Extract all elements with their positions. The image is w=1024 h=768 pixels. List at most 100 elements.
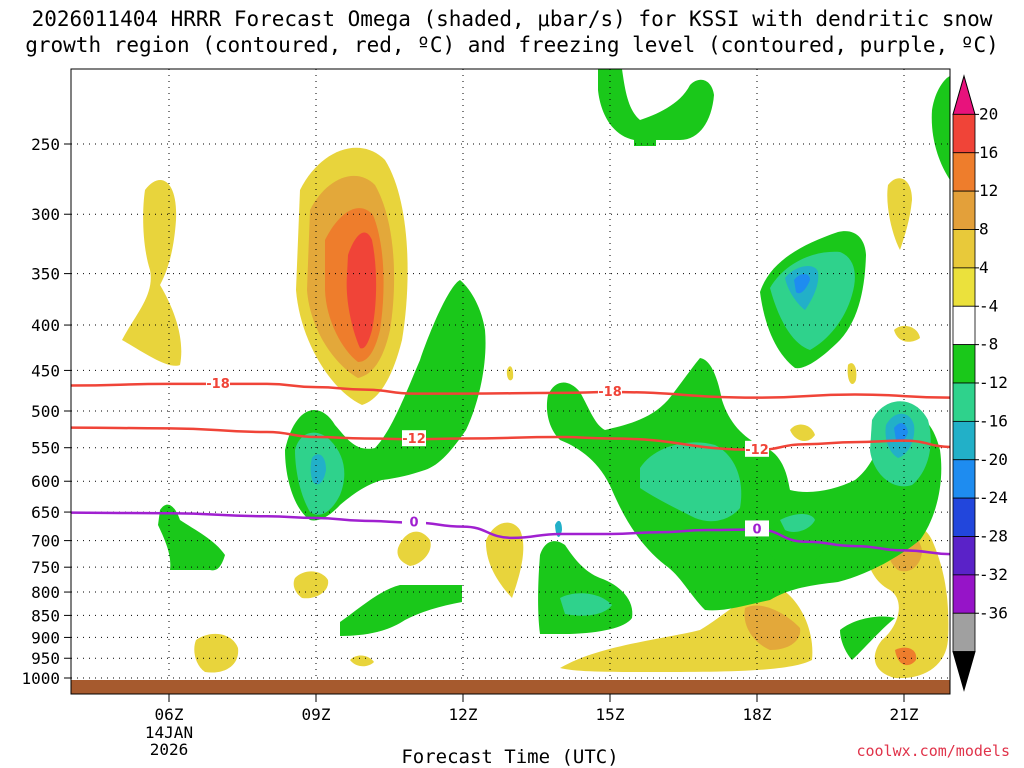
contour-label-dendritic-top: -18: [206, 377, 230, 392]
x-tick-label: 18Z: [743, 705, 772, 724]
y-tick-label: 650: [31, 503, 60, 522]
contour-labels: -18 -18 -12 -12 0 0: [206, 374, 769, 537]
contour-lines: [71, 382, 950, 556]
omega-upward-20z-small: [847, 363, 857, 385]
colorbar-label: 8: [979, 220, 989, 239]
colorbar-swatch: [952, 267, 976, 307]
omega-downward-22z-upper: [931, 76, 950, 180]
chart-title: 2026011404 HRRR Forecast Omega (shaded, …: [0, 6, 1024, 58]
x-tick-label: 06Z: [155, 705, 184, 724]
plot-area: [71, 69, 950, 694]
colorbar: 20 16 12 8 4 -4 -8 -12 -16 -20 -24 -28 -32 -36: [952, 74, 1008, 692]
y-tick-label: 450: [31, 361, 60, 380]
colorbar-label: 16: [979, 143, 998, 162]
colorbar-label: 20: [979, 104, 998, 123]
omega-upward-18z-8: [744, 605, 801, 650]
title-line-2: growth region (contoured, red, ºC) and f…: [25, 33, 999, 57]
y-tick-label: 600: [31, 472, 60, 491]
x-tick-sublabel: 2026: [150, 740, 189, 759]
contour-freezing-level: [71, 511, 950, 556]
colorbar-swatch: [952, 113, 976, 154]
y-tick-label: 900: [31, 628, 60, 647]
contour-label-dendritic-bottom: -12: [402, 432, 426, 447]
omega-shading: [122, 69, 950, 679]
colorbar-swatch: [952, 574, 976, 614]
colorbar-label: -12: [979, 373, 1008, 392]
colorbar-arrow-top: [952, 74, 976, 115]
contour-label-dendritic-bottom: -12: [745, 443, 769, 458]
contour-label-freezing-level: 0: [752, 522, 761, 537]
colorbar-label: -20: [979, 450, 1008, 469]
title-line-1: 2026011404 HRRR Forecast Omega (shaded, …: [31, 7, 993, 31]
colorbar-swatch: [952, 344, 976, 384]
colorbar-label: 12: [979, 181, 998, 200]
omega-upward-21z-mid: [894, 325, 920, 342]
contour-label-bg: [206, 374, 230, 391]
omega-downward-16z-12: [640, 442, 742, 522]
x-tick-label: 21Z: [890, 705, 919, 724]
plot-frame: [70, 68, 951, 695]
colorbar-swatch: [952, 536, 976, 576]
contour-label-bg: [402, 430, 426, 447]
colorbar-label: -32: [979, 565, 1008, 584]
colorbar-swatch: [952, 612, 976, 653]
omega-downward-18z-low-12: [780, 514, 815, 532]
contour-label-bg: [598, 383, 622, 400]
omega-downward-15z-upper: [598, 69, 714, 146]
omega-downward-11z-low: [340, 585, 462, 636]
colorbar-swatch: [952, 229, 976, 269]
x-tick-label: 15Z: [596, 705, 625, 724]
colorbar-swatch: [952, 152, 976, 192]
omega-upward-16: [346, 232, 377, 349]
colorbar-label: -4: [979, 296, 998, 315]
x-tick-sublabel: 14JAN: [145, 723, 193, 742]
attribution-link[interactable]: coolwx.com/models: [856, 742, 1010, 760]
contour-dendritic-bottom: [71, 426, 950, 452]
omega-upward-07z-low: [194, 633, 239, 673]
y-tick-label: 300: [31, 205, 60, 224]
y-tick-label: 350: [31, 265, 60, 284]
omega-downward-06z: [158, 504, 225, 571]
y-axis: 250 300 350 400 450 500 550 600 650 700 750 800 850 9…: [21, 135, 71, 688]
contour-dendritic-top: [71, 382, 950, 399]
y-tick-label: 850: [31, 606, 60, 625]
ground-surface: [71, 680, 950, 694]
contour-label-freezing-level: 0: [409, 516, 418, 531]
contour-label-bg: [745, 520, 769, 537]
colorbar-label: -16: [979, 411, 1008, 430]
omega-upward-13z-small: [506, 366, 514, 381]
colorbar-label: -36: [979, 603, 1008, 622]
y-tick-label: 550: [31, 439, 60, 458]
y-tick-label: 700: [31, 532, 60, 551]
omega-upward-10z-low: [350, 655, 374, 667]
colorbar-label: -8: [979, 335, 998, 354]
omega-upward-19z-small: [790, 424, 815, 442]
colorbar-swatch: [952, 497, 976, 537]
y-tick-label: 500: [31, 402, 60, 421]
omega-downward-14z: [538, 541, 633, 634]
colorbar-swatch: [952, 420, 976, 461]
contour-label-bg: [745, 440, 769, 457]
y-tick-label: 950: [31, 649, 60, 668]
omega-upward-08z-low: [293, 571, 329, 599]
omega-downward-21z-20: [894, 423, 908, 442]
x-axis-title: Forecast Time (UTC): [401, 746, 619, 768]
omega-upward-06z: [122, 180, 182, 366]
omega-upward-13z: [485, 522, 524, 598]
omega-downward-19z-20: [794, 274, 810, 294]
x-tick-label: 09Z: [302, 705, 331, 724]
omega-downward-14z-12: [560, 593, 612, 616]
x-tick-label: 12Z: [449, 705, 478, 724]
colorbar-label: 4: [979, 258, 989, 277]
y-tick-label: 250: [31, 135, 60, 154]
omega-downward-15-19z: [546, 358, 942, 611]
contour-label-dendritic-top: -18: [598, 385, 622, 400]
y-tick-label: 750: [31, 558, 60, 577]
omega-downward-09z-16: [310, 454, 326, 485]
omega-upward-11z: [397, 531, 431, 566]
colorbar-swatch: [952, 305, 976, 346]
colorbar-label: -24: [979, 488, 1008, 507]
colorbar-label: -28: [979, 527, 1008, 546]
